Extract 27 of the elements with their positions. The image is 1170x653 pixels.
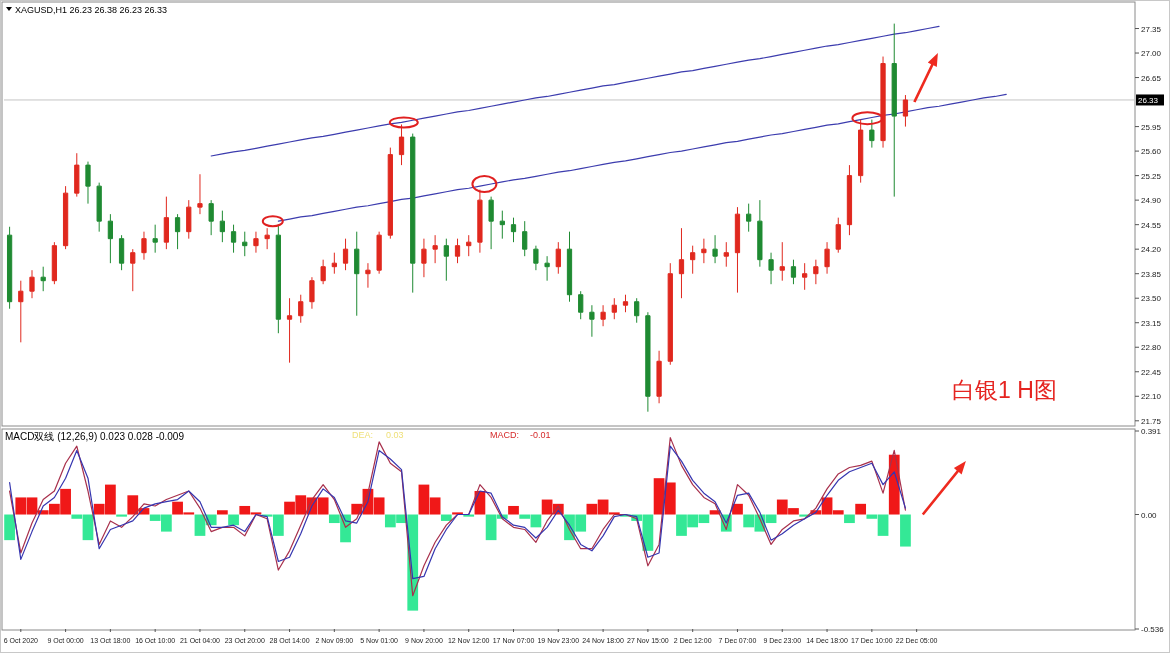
- y-tick-label: 23.85: [1141, 269, 1162, 279]
- y-tick-label: 22.45: [1141, 367, 1162, 377]
- y-tick-label: 25.60: [1141, 147, 1162, 157]
- y-tick-label: 23.15: [1141, 318, 1162, 328]
- annotation: 白银1 H图: [952, 377, 1057, 403]
- y-tick-label: 24.90: [1141, 196, 1162, 206]
- y-tick-label: 21.75: [1141, 416, 1162, 426]
- chart-title: XAGUSD,H1 26.23 26.38 26.23 26.33: [15, 5, 168, 15]
- y-tick-label: 27.35: [1141, 24, 1162, 34]
- ref-line-label: 26.33: [1138, 96, 1159, 106]
- y-tick-label: 25.25: [1141, 171, 1162, 181]
- annotation: 0.03: [386, 430, 404, 440]
- y-tick-label: 27.00: [1141, 49, 1162, 59]
- y-tick-label: 0.391: [1141, 427, 1162, 436]
- y-tick-label: 24.20: [1141, 245, 1162, 255]
- chart-title: MACD双线 (12,26,9) 0.023 0.028 -0.009: [5, 431, 185, 442]
- annotation: -0.01: [530, 430, 551, 440]
- y-tick-label: 23.50: [1141, 294, 1162, 304]
- y-tick-label: 26.65: [1141, 73, 1162, 83]
- y-tick-label: 25.95: [1141, 122, 1162, 132]
- y-tick-label: 24.55: [1141, 220, 1162, 230]
- y-tick-label: 22.80: [1141, 343, 1162, 353]
- annotation: DEA:: [352, 430, 374, 440]
- y-tick-label: 0.00: [1141, 510, 1158, 520]
- y-tick-label: -0.536: [1141, 625, 1165, 634]
- annotation: MACD:: [490, 430, 519, 440]
- y-tick-label: 22.10: [1141, 392, 1162, 402]
